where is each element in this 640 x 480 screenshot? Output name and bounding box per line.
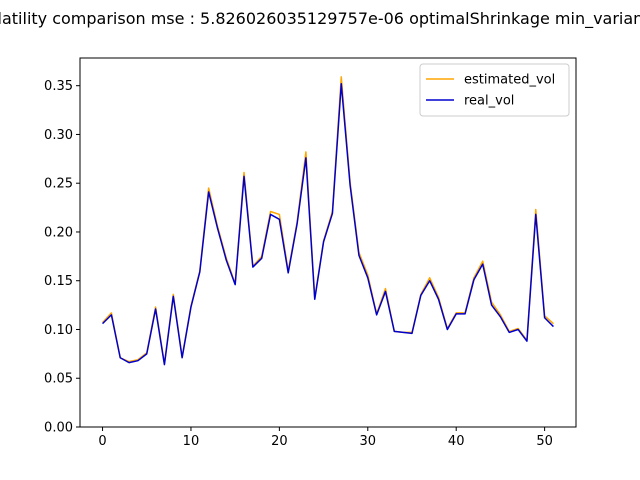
legend-box — [419, 63, 570, 117]
chart-title: Volatility comparison mse : 5.8260260351… — [0, 9, 640, 29]
y-tick-label: 0.35 — [44, 79, 73, 94]
x-tick-label: 40 — [448, 434, 465, 449]
y-tick-label: 0.15 — [44, 274, 73, 289]
series-line-real-vol — [102, 82, 554, 366]
x-axis: 0 10 20 30 40 50 — [98, 427, 553, 449]
x-tick-label: 10 — [183, 434, 200, 449]
x-tick-label: 30 — [360, 434, 377, 449]
y-tick-label: 0.10 — [44, 323, 73, 338]
legend: estimated_vol real_vol — [419, 63, 570, 117]
plot-frame — [79, 57, 577, 428]
y-tick-label: 0.20 — [44, 225, 73, 240]
y-tick-label: 0.25 — [44, 177, 73, 192]
y-tick-label: 0.30 — [44, 128, 73, 143]
legend-label-real-vol: real_vol — [464, 94, 514, 109]
x-tick-label: 0 — [98, 434, 106, 449]
y-axis: 0.00 0.05 0.10 0.15 0.20 0.25 0.30 0.35 — [44, 79, 80, 436]
series-layer — [101, 76, 554, 366]
y-tick-label: 0.05 — [44, 372, 73, 387]
plot-area — [79, 57, 577, 428]
legend-label-estimated-vol: estimated_vol — [464, 73, 555, 88]
x-tick-label: 20 — [271, 434, 288, 449]
y-tick-label: 0.00 — [44, 421, 73, 436]
x-tick-label: 50 — [536, 434, 553, 449]
